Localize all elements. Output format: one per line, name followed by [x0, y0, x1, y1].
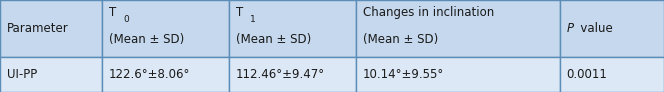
Text: 0.0011: 0.0011	[566, 68, 608, 81]
Text: value: value	[578, 22, 613, 35]
Bar	[0, 0, 102, 57]
Text: T: T	[109, 6, 116, 19]
Bar	[102, 0, 229, 57]
Bar	[560, 57, 664, 92]
Bar	[102, 57, 229, 92]
Text: 1: 1	[250, 15, 256, 24]
Bar	[356, 57, 560, 92]
Text: P: P	[566, 22, 574, 35]
Text: Changes in inclination: Changes in inclination	[363, 6, 494, 19]
Text: 10.14°±9.55°: 10.14°±9.55°	[363, 68, 444, 81]
Bar	[229, 0, 356, 57]
Bar	[560, 0, 664, 57]
Text: T: T	[236, 6, 243, 19]
Bar	[229, 57, 356, 92]
Text: 122.6°±8.06°: 122.6°±8.06°	[109, 68, 191, 81]
Text: 112.46°±9.47°: 112.46°±9.47°	[236, 68, 325, 81]
Text: 0: 0	[124, 15, 129, 24]
Text: UI-PP: UI-PP	[7, 68, 37, 81]
Text: (Mean ± SD): (Mean ± SD)	[109, 33, 184, 46]
Bar	[0, 57, 102, 92]
Bar	[356, 0, 560, 57]
Text: Parameter: Parameter	[7, 22, 68, 35]
Text: (Mean ± SD): (Mean ± SD)	[236, 33, 311, 46]
Text: (Mean ± SD): (Mean ± SD)	[363, 33, 438, 46]
